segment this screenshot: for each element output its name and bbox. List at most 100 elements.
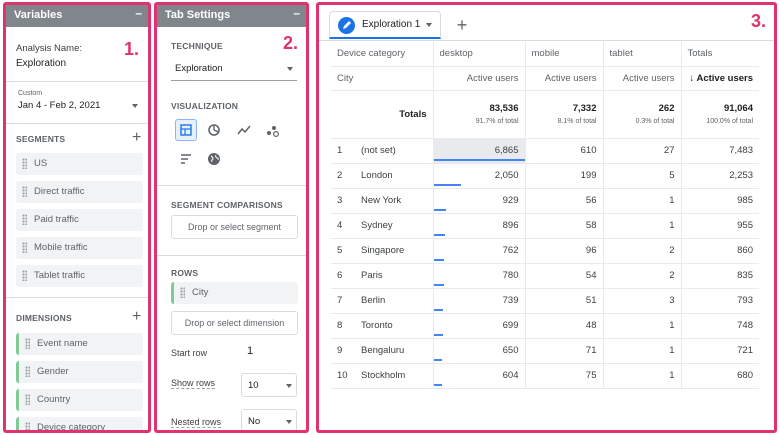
value-cell[interactable]: 3 bbox=[602, 288, 681, 314]
value-cell[interactable]: 748 bbox=[680, 313, 759, 339]
pencil-icon[interactable] bbox=[338, 17, 355, 34]
value-cell[interactable]: 54 bbox=[524, 263, 603, 289]
value-cell[interactable]: 1 bbox=[602, 313, 681, 339]
analysis-name-value[interactable]: Exploration bbox=[16, 58, 67, 69]
value-cell[interactable]: 1 bbox=[602, 338, 681, 364]
table-row[interactable]: 2 London 2,050 199 5 2,253 bbox=[331, 163, 759, 189]
table-row[interactable]: 1 (not set) 6,865 610 27 7,483 bbox=[331, 138, 759, 164]
bar-icon[interactable] bbox=[175, 148, 197, 170]
value-cell[interactable]: 860 bbox=[680, 238, 759, 264]
value-cell[interactable]: 929 bbox=[432, 188, 525, 214]
nested-rows-select[interactable]: No bbox=[241, 409, 297, 430]
start-row-input[interactable]: 1 bbox=[247, 345, 254, 357]
dimension-drop-zone[interactable]: Drop or select dimension bbox=[171, 311, 298, 335]
table-row[interactable]: 7 Berlin 739 51 3 793 bbox=[331, 288, 759, 314]
value-cell[interactable]: 6,865 bbox=[432, 138, 525, 164]
tab-exploration-1[interactable]: Exploration 1 bbox=[329, 11, 441, 39]
row-dimension-chip[interactable]: City bbox=[171, 282, 298, 304]
table-row[interactable]: 4 Sydney 896 58 1 955 bbox=[331, 213, 759, 239]
value-cell[interactable]: 5 bbox=[602, 163, 681, 189]
chevron-down-icon[interactable] bbox=[426, 23, 432, 27]
value-cell[interactable]: 1 bbox=[602, 363, 681, 389]
value-cell[interactable]: 780 bbox=[432, 263, 525, 289]
table-row[interactable]: 9 Bengaluru 650 71 1 721 bbox=[331, 338, 759, 364]
column-header[interactable]: tablet bbox=[602, 42, 681, 67]
city-cell[interactable]: Paris bbox=[355, 263, 433, 289]
value-cell[interactable]: 2 bbox=[602, 263, 681, 289]
geo-icon[interactable] bbox=[203, 148, 225, 170]
table-row[interactable]: 10 Stockholm 604 75 1 680 bbox=[331, 363, 759, 389]
city-cell[interactable]: Stockholm bbox=[355, 363, 433, 389]
segment-chip[interactable]: Direct traffic bbox=[16, 181, 143, 203]
value-cell[interactable]: 680 bbox=[680, 363, 759, 389]
add-segment-icon[interactable]: + bbox=[132, 129, 142, 146]
value-cell[interactable]: 2,253 bbox=[680, 163, 759, 189]
donut-icon[interactable] bbox=[203, 119, 225, 141]
value-cell[interactable]: 75 bbox=[524, 363, 603, 389]
table-row[interactable]: 6 Paris 780 54 2 835 bbox=[331, 263, 759, 289]
dimension-chip[interactable]: Event name bbox=[16, 333, 143, 355]
value-cell[interactable]: 71 bbox=[524, 338, 603, 364]
city-cell[interactable]: Toronto bbox=[355, 313, 433, 339]
value-cell[interactable]: 699 bbox=[432, 313, 525, 339]
value-cell[interactable]: 51 bbox=[524, 288, 603, 314]
value-cell[interactable]: 1 bbox=[602, 213, 681, 239]
table-row[interactable]: 5 Singapore 762 96 2 860 bbox=[331, 238, 759, 264]
metric-header[interactable]: Active users bbox=[602, 66, 681, 91]
value-cell[interactable]: 2,050 bbox=[432, 163, 525, 189]
value-cell[interactable]: 7,483 bbox=[680, 138, 759, 164]
value-cell[interactable]: 604 bbox=[432, 363, 525, 389]
table-row[interactable]: 8 Toronto 699 48 1 748 bbox=[331, 313, 759, 339]
value-cell[interactable]: 985 bbox=[680, 188, 759, 214]
scatter-icon[interactable] bbox=[261, 119, 283, 141]
value-cell[interactable]: 58 bbox=[524, 213, 603, 239]
value-cell[interactable]: 56 bbox=[524, 188, 603, 214]
value-cell[interactable]: 835 bbox=[680, 263, 759, 289]
segment-drop-zone[interactable]: Drop or select segment bbox=[171, 215, 298, 239]
city-cell[interactable]: Bengaluru bbox=[355, 338, 433, 364]
column-header[interactable]: mobile bbox=[524, 42, 603, 67]
value-cell[interactable]: 739 bbox=[432, 288, 525, 314]
column-header[interactable]: Totals bbox=[680, 42, 759, 67]
segment-chip[interactable]: Paid traffic bbox=[16, 209, 143, 231]
add-tab-button[interactable]: + bbox=[456, 15, 468, 35]
table-icon[interactable] bbox=[175, 119, 197, 141]
minimize-icon[interactable]: – bbox=[293, 6, 300, 20]
column-header[interactable]: desktop bbox=[432, 42, 525, 67]
city-cell[interactable]: Sydney bbox=[355, 213, 433, 239]
value-cell[interactable]: 2 bbox=[602, 238, 681, 264]
segment-chip[interactable]: Tablet traffic bbox=[16, 265, 143, 287]
minimize-icon[interactable]: – bbox=[135, 6, 142, 20]
dimension-chip[interactable]: Country bbox=[16, 389, 143, 411]
value-cell[interactable]: 199 bbox=[524, 163, 603, 189]
value-cell[interactable]: 762 bbox=[432, 238, 525, 264]
value-cell[interactable]: 650 bbox=[432, 338, 525, 364]
metric-header[interactable]: Active users bbox=[432, 66, 525, 91]
line-icon[interactable] bbox=[233, 119, 255, 141]
technique-select[interactable]: Exploration bbox=[171, 63, 297, 81]
value-cell[interactable]: 610 bbox=[524, 138, 603, 164]
metric-header[interactable]: Active users bbox=[524, 66, 603, 91]
value-cell[interactable]: 96 bbox=[524, 238, 603, 264]
dimension-chip[interactable]: Device category bbox=[16, 417, 143, 430]
date-range-select[interactable]: Jan 4 - Feb 2, 2021 bbox=[14, 100, 142, 116]
city-cell[interactable]: Singapore bbox=[355, 238, 433, 264]
metric-header-sorted[interactable]: ↓ Active users bbox=[680, 66, 759, 91]
value-cell[interactable]: 793 bbox=[680, 288, 759, 314]
city-cell[interactable]: (not set) bbox=[355, 138, 433, 164]
dimension-chip[interactable]: Gender bbox=[16, 361, 143, 383]
segment-chip[interactable]: US bbox=[16, 153, 143, 175]
value-cell[interactable]: 27 bbox=[602, 138, 681, 164]
city-cell[interactable]: Berlin bbox=[355, 288, 433, 314]
value-cell[interactable]: 48 bbox=[524, 313, 603, 339]
value-cell[interactable]: 896 bbox=[432, 213, 525, 239]
table-row[interactable]: 3 New York 929 56 1 985 bbox=[331, 188, 759, 214]
city-cell[interactable]: London bbox=[355, 163, 433, 189]
segment-chip[interactable]: Mobile traffic bbox=[16, 237, 143, 259]
value-cell[interactable]: 955 bbox=[680, 213, 759, 239]
add-dimension-icon[interactable]: + bbox=[132, 308, 142, 325]
city-cell[interactable]: New York bbox=[355, 188, 433, 214]
value-cell[interactable]: 721 bbox=[680, 338, 759, 364]
show-rows-select[interactable]: 10 bbox=[241, 373, 297, 397]
value-cell[interactable]: 1 bbox=[602, 188, 681, 214]
